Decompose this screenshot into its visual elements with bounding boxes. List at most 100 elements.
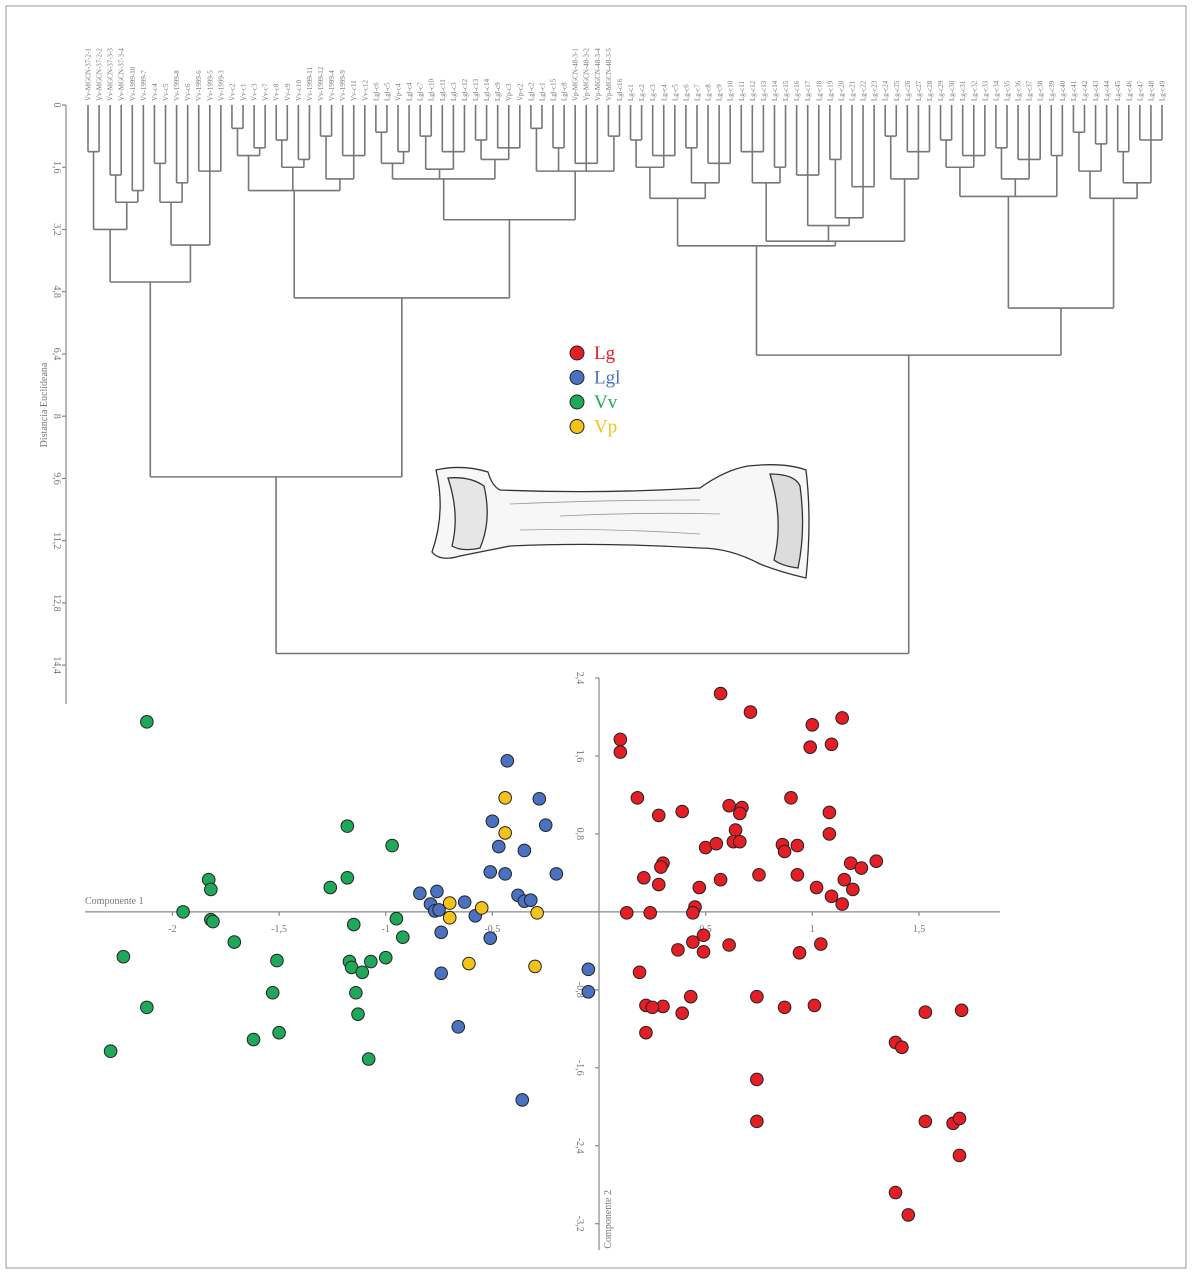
leaf-label: Lg-c41 (1070, 80, 1078, 101)
point (273, 1026, 286, 1039)
leaf-label: Lg-c22 (860, 80, 868, 101)
point (365, 955, 378, 968)
x-tick-label: -2 (168, 924, 176, 935)
leaf-label: Lg-c43 (1092, 80, 1100, 101)
y-tick-label: 0,8 (574, 828, 585, 841)
leaf-label: Lgl-c2 (527, 82, 535, 101)
leaf-label: Vv-c5 (162, 83, 170, 101)
point (499, 792, 512, 805)
point (953, 1112, 966, 1125)
leaf-label: Vv-MGCN-37-3-4 (118, 48, 126, 101)
point (396, 931, 409, 944)
leaf-label: Lg-c7 (693, 84, 701, 101)
point (207, 915, 220, 928)
legend-marker (570, 395, 584, 409)
y-tick-label: 4,8 (51, 285, 62, 298)
legend-marker (570, 371, 584, 385)
point (458, 896, 471, 909)
point (729, 824, 742, 837)
leaf-label: Vv-c10 (295, 80, 303, 101)
point (350, 986, 363, 999)
leaf-label: Vv-c12 (361, 80, 369, 101)
y-axis-label: Distancia Euclideana (39, 362, 50, 447)
figure: LgLglVvVp 01,63,24,86,489,611,212,814,4D… (0, 0, 1192, 1274)
leaf-label: Lg-c15 (782, 80, 790, 101)
y-tick-label: 1,6 (51, 161, 62, 174)
point (484, 932, 497, 945)
point (141, 716, 154, 729)
x-axis-label: Componente 1 (85, 896, 144, 907)
leaf-label: Lgl-c16 (616, 78, 624, 101)
leaf-label: Lg-c20 (837, 80, 845, 101)
point (104, 1045, 117, 1058)
point (733, 807, 746, 820)
leaf-label: Vv-1999-8 (173, 70, 181, 101)
point (582, 963, 595, 976)
point (614, 746, 627, 759)
leaf-label: Vv-MGCN-37-3-3 (107, 48, 115, 101)
x-tick-label: -1,5 (271, 924, 287, 935)
point (687, 907, 700, 920)
leaf-label: Vp-c3 (505, 83, 513, 101)
point (633, 966, 646, 979)
leaf-label: Lg-c2 (638, 84, 646, 101)
point (855, 862, 868, 875)
point (778, 1001, 791, 1014)
leaf-label: Lgl-c6 (372, 82, 380, 101)
bone-outline (432, 465, 809, 578)
point (676, 805, 689, 818)
point (806, 718, 819, 731)
point (953, 1149, 966, 1162)
y-tick-label: 8 (51, 414, 62, 419)
leaf-label: Lg-c16 (793, 80, 801, 101)
leaf-label: Vv-1999-3 (217, 70, 225, 101)
point (825, 890, 838, 903)
leaf-label: Lg-c21 (848, 80, 856, 101)
point (341, 871, 354, 884)
point (646, 1001, 659, 1014)
point (710, 837, 723, 850)
y-tick-label: 0 (51, 103, 62, 108)
leaf-label: Lgl-c13 (472, 78, 480, 101)
leaf-label: Lg-c6 (682, 84, 690, 101)
leaf-label: Lgl-c4 (406, 82, 414, 101)
point (620, 907, 633, 920)
point (955, 1004, 968, 1017)
point (341, 820, 354, 833)
point (435, 967, 448, 980)
point (825, 738, 838, 751)
point (823, 806, 836, 819)
point (693, 881, 706, 894)
leaf-label: Lg-c47 (1136, 80, 1144, 101)
leaf-label: Lg-c39 (1048, 80, 1056, 101)
leaf-label: Lgl-c5 (383, 82, 391, 101)
point (550, 868, 563, 881)
leaf-label: Lg-c25 (893, 80, 901, 101)
leaf-label: Lg-c27 (915, 80, 923, 101)
point (271, 954, 284, 967)
leaf-label: Lg-c45 (1114, 80, 1122, 101)
leaf-label: Lg-c10 (727, 80, 735, 101)
leaf-label: Lg-c11 (738, 81, 746, 101)
point (751, 990, 764, 1003)
y-tick-label: 3,2 (51, 223, 62, 236)
point (640, 1026, 653, 1039)
point (443, 897, 456, 910)
leaf-label: Lg-c9 (716, 84, 724, 101)
leaf-label: Lg-c38 (1037, 80, 1045, 101)
leaf-label: Lgl-c10 (428, 78, 436, 101)
point (793, 946, 806, 959)
leaf-label: Vv-1999-7 (140, 70, 148, 101)
point (228, 936, 241, 949)
leaf-label: Lgl-c9 (494, 82, 502, 101)
point (362, 1053, 375, 1066)
leaf-label: Vv-1999-5 (206, 70, 214, 101)
point (753, 869, 766, 882)
point (823, 828, 836, 841)
point (847, 883, 860, 896)
point (652, 878, 665, 891)
leaf-label: Lg-c37 (1026, 80, 1034, 101)
leaf-label: Lg-c12 (749, 80, 757, 101)
point (516, 1094, 529, 1107)
point (804, 741, 817, 754)
